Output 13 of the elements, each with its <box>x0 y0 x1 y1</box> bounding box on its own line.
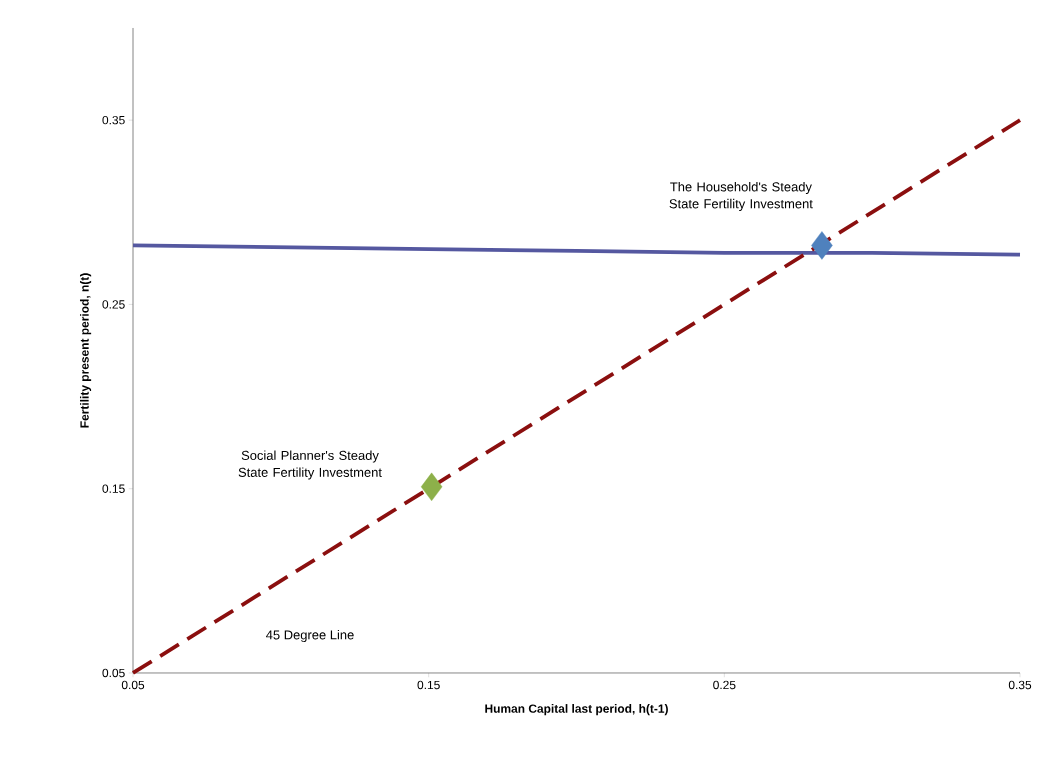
y-tick-label: 0.25 <box>102 300 125 309</box>
x-axis-title: Human Capital last period, h(t-1) <box>485 704 668 716</box>
y-tick-label: 0.05 <box>102 668 125 678</box>
annotation: The Household's Steady State Fertility Investment <box>669 181 813 211</box>
x-tick-label: 0.25 <box>713 680 736 690</box>
annotation: 45 Degree Line <box>266 629 354 643</box>
annotation: Social Planner's Steady State Fertility Investment <box>238 450 382 480</box>
y-axis-title: Fertility present period, n(t) <box>79 273 92 428</box>
x-tick-label: 0.05 <box>121 680 145 690</box>
x-tick-label: 0.15 <box>417 680 440 690</box>
y-tick-label: 0.15 <box>102 484 125 493</box>
y-tick-label: 0.35 <box>102 115 125 125</box>
x-tick-label: 0.35 <box>1008 680 1032 690</box>
